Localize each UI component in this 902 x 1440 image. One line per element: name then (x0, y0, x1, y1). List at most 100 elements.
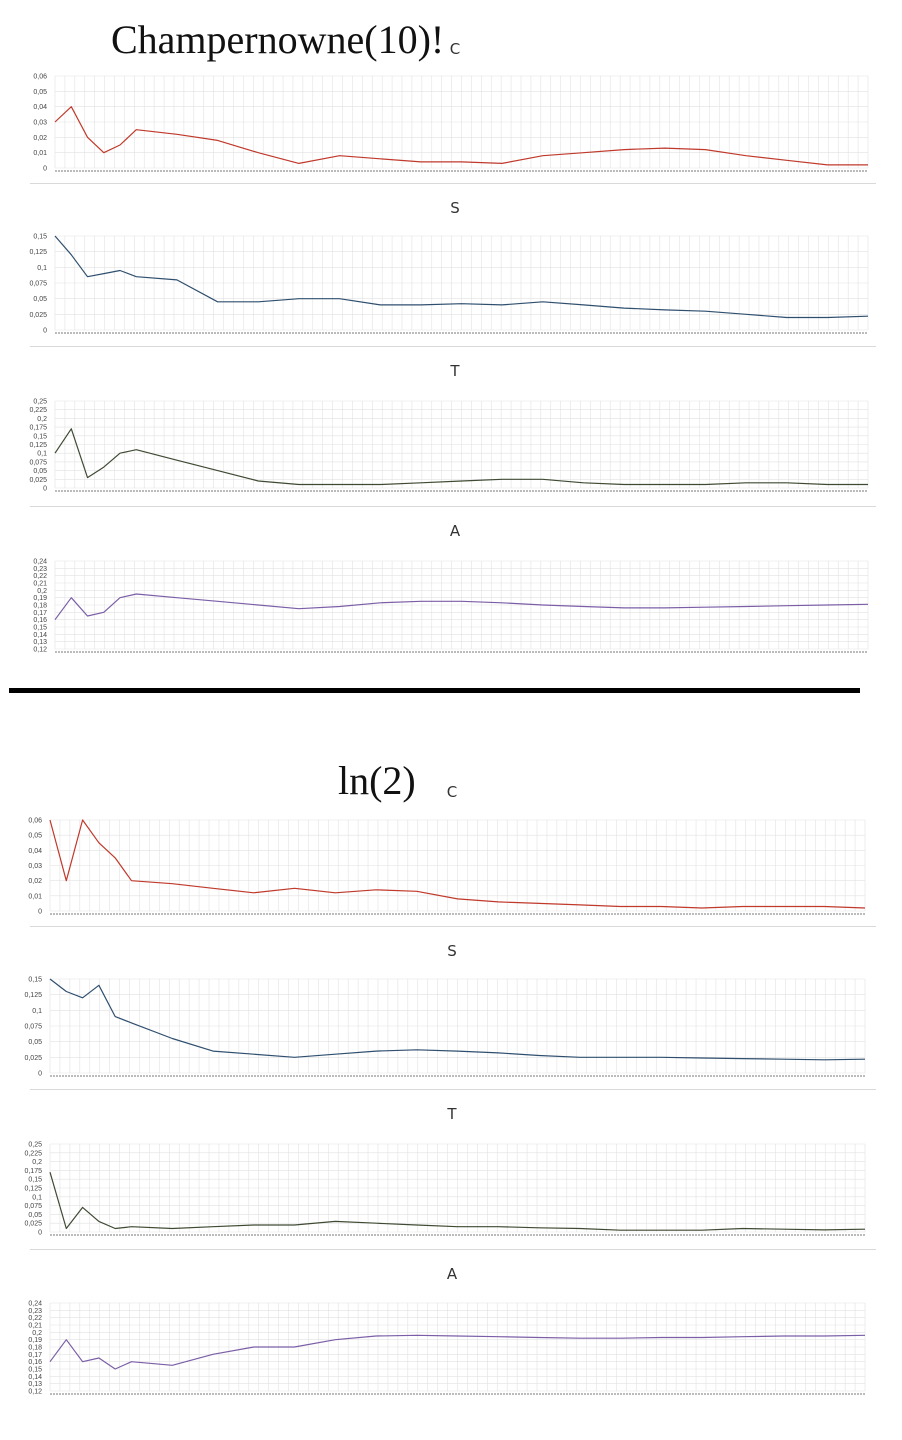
y-tick-label: 0,04 (28, 848, 42, 855)
y-tick-label: 0,2 (37, 416, 47, 423)
y-tick-label: 0,22 (33, 573, 47, 580)
panel-separator (30, 346, 876, 347)
y-tick-label: 0,1 (32, 1008, 42, 1015)
panel-label-a: A (446, 1265, 458, 1283)
y-tick-label: 0,21 (33, 581, 47, 588)
y-tick-label: 0,12 (33, 647, 47, 654)
y-tick-label: 0 (43, 486, 47, 493)
y-tick-label: 0,14 (28, 1374, 42, 1381)
panel-label-t: T (447, 1105, 457, 1123)
y-tick-label: 0,05 (28, 1212, 42, 1219)
y-tick-label: 0,25 (33, 399, 47, 406)
y-tick-label: 0,225 (24, 1150, 42, 1157)
y-tick-label: 0,15 (28, 1177, 42, 1184)
y-tick-label: 0,1 (37, 451, 47, 458)
group-title-champernowne: Champernowne(10)! (111, 17, 445, 62)
series-line-champernowne-s (54, 235, 869, 319)
panel-label-c: C (446, 783, 458, 801)
y-tick-label: 0,23 (33, 566, 47, 573)
y-tick-label: 0,075 (29, 459, 47, 466)
series-line-ln2-s (49, 978, 866, 1061)
y-tick-label: 0,025 (24, 1055, 42, 1062)
y-tick-label: 0,025 (24, 1221, 42, 1228)
panel-separator (30, 1089, 876, 1090)
y-tick-label: 0,15 (28, 1367, 42, 1374)
y-tick-label: 0,03 (33, 120, 47, 127)
y-tick-label: 0,06 (33, 74, 47, 81)
y-tick-label: 0,13 (33, 639, 47, 646)
panel-label-s: S (450, 199, 460, 217)
y-tick-label: 0,17 (28, 1352, 42, 1359)
y-tick-label: 0,15 (28, 977, 42, 984)
y-tick-label: 0 (38, 1230, 42, 1237)
y-tick-label: 0,13 (28, 1381, 42, 1388)
y-tick-label: 0,125 (24, 992, 42, 999)
panel-label-t: T (450, 362, 460, 380)
series-line-ln2-c (49, 819, 866, 909)
y-tick-label: 0,17 (33, 610, 47, 617)
y-tick-label: 0,24 (33, 559, 47, 566)
y-tick-label: 0,05 (33, 296, 47, 303)
group-title-ln2: ln(2) (338, 758, 416, 803)
y-tick-label: 0,14 (33, 632, 47, 639)
y-tick-label: 0,05 (28, 833, 42, 840)
series-line-champernowne-c (54, 106, 868, 166)
y-tick-label: 0,15 (33, 625, 47, 632)
y-tick-label: 0,05 (33, 89, 47, 96)
y-tick-label: 0,075 (24, 1203, 42, 1210)
y-tick-label: 0,04 (33, 104, 47, 111)
y-tick-label: 0,175 (24, 1168, 42, 1175)
y-tick-label: 0,15 (33, 234, 47, 241)
y-tick-label: 0,12 (28, 1389, 42, 1396)
y-tick-label: 0,18 (28, 1345, 42, 1352)
panel-label-s: S (447, 942, 457, 960)
series-line-champernowne-a (54, 593, 869, 621)
y-tick-label: 0,16 (28, 1359, 42, 1366)
y-tick-label: 0 (38, 909, 42, 916)
panel-label-c: C (449, 40, 461, 58)
y-tick-label: 0,175 (29, 425, 47, 432)
y-tick-label: 0,01 (28, 893, 42, 900)
panel-separator (30, 183, 876, 184)
y-tick-label: 0,24 (28, 1301, 42, 1308)
y-tick-label: 0 (43, 328, 47, 335)
panel-separator (30, 1249, 876, 1250)
y-tick-label: 0 (43, 166, 47, 173)
y-tick-label: 0,2 (32, 1159, 42, 1166)
panel-separator (30, 926, 876, 927)
y-tick-label: 0,02 (28, 878, 42, 885)
y-tick-label: 0,16 (33, 617, 47, 624)
y-tick-label: 0,22 (28, 1315, 42, 1322)
panel-label-a: A (449, 522, 461, 540)
y-tick-label: 0,025 (29, 312, 47, 319)
y-tick-label: 0,02 (33, 135, 47, 142)
y-tick-label: 0,05 (28, 1039, 42, 1046)
y-tick-label: 0,05 (33, 468, 47, 475)
series-line-ln2-t (49, 1172, 866, 1231)
y-tick-label: 0,21 (28, 1323, 42, 1330)
y-tick-label: 0,125 (29, 249, 47, 256)
y-tick-label: 0 (38, 1071, 42, 1078)
y-tick-label: 0,225 (29, 407, 47, 414)
series-line-champernowne-t (54, 428, 868, 486)
y-tick-label: 0,2 (37, 588, 47, 595)
y-tick-label: 0,075 (24, 1024, 42, 1031)
panel-separator (30, 506, 876, 507)
y-tick-label: 0,1 (32, 1194, 42, 1201)
y-tick-label: 0,19 (33, 595, 47, 602)
y-tick-label: 0,03 (28, 863, 42, 870)
y-tick-label: 0,125 (24, 1186, 42, 1193)
y-tick-label: 0,23 (28, 1308, 42, 1315)
series-line-ln2-a (49, 1334, 866, 1370)
y-tick-label: 0,18 (33, 603, 47, 610)
y-tick-label: 0,19 (28, 1337, 42, 1344)
y-tick-label: 0,125 (29, 442, 47, 449)
y-tick-label: 0,25 (28, 1142, 42, 1149)
y-tick-label: 0,025 (29, 477, 47, 484)
y-tick-label: 0,1 (37, 265, 47, 272)
y-tick-label: 0,15 (33, 433, 47, 440)
y-tick-label: 0,06 (28, 818, 42, 825)
y-tick-label: 0,075 (29, 281, 47, 288)
y-tick-label: 0,01 (33, 150, 47, 157)
